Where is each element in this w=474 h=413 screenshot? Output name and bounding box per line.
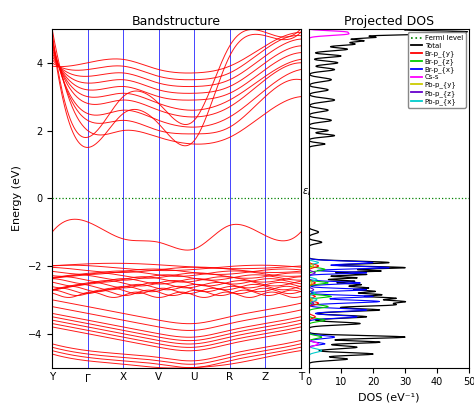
Y-axis label: Energy (eV): Energy (eV) — [12, 165, 22, 231]
Text: $\varepsilon_F$: $\varepsilon_F$ — [302, 186, 314, 198]
X-axis label: DOS (eV⁻¹): DOS (eV⁻¹) — [358, 393, 420, 403]
Title: Projected DOS: Projected DOS — [344, 15, 434, 28]
Title: Bandstructure: Bandstructure — [132, 15, 221, 28]
Legend: Fermi level, Total, Br-p_{y}, Br-p_{z}, Br-p_{x}, Cs-s, Pb-p_{y}, Pb-p_{z}, Pb-p: Fermi level, Total, Br-p_{y}, Br-p_{z}, … — [408, 32, 466, 107]
